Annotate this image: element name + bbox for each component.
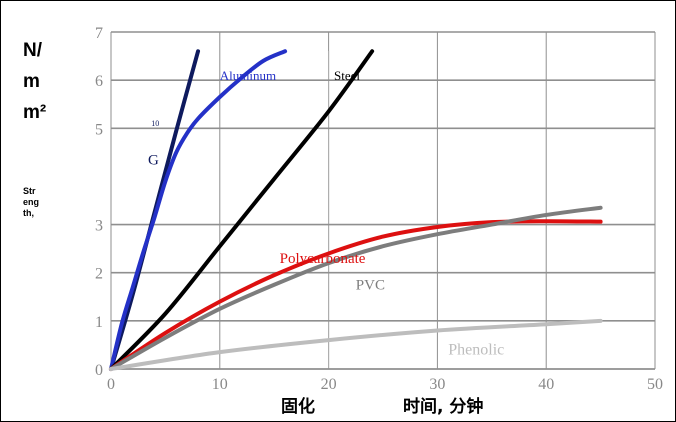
series-annotation: G [148,152,159,168]
x-tick-label: 20 [321,376,337,393]
y-label-line: Str [23,186,36,196]
y-tick-label: 5 [95,121,103,138]
series-annotation: Aluminum [220,68,276,83]
x-tick-label: 30 [429,376,445,393]
x-tick-label: 50 [647,376,663,393]
series-annotation: Phenolic [448,342,504,359]
y-tick-label: 3 [95,218,103,235]
y-unit-line: N/ [23,40,42,61]
x-tick-label: 40 [538,376,554,393]
series-annotation: Steel [334,68,360,83]
series-annotation: 10 [151,119,159,128]
series-line [109,219,603,371]
x-tick-label: 0 [107,376,115,393]
y-tick-label: 1 [95,314,103,331]
x-axis-label-part: 时间, 分钟 [403,397,484,417]
series-line [109,49,288,371]
series-annotation: Polycarbonate [280,251,366,267]
series-annotation: PVC [356,278,385,294]
y-unit-line: m [23,71,40,92]
y-tick-label: 0 [95,362,103,379]
series-line [109,318,603,371]
series-line [109,49,375,371]
y-label-line: th, [23,208,34,218]
y-tick-label: 6 [95,73,103,90]
y-unit-line: m² [23,102,47,123]
y-label-line: eng [23,197,40,207]
y-tick-label: 2 [95,266,103,283]
series-line [109,205,603,371]
x-axis-label-part: 固化 [281,397,315,417]
y-tick-label: 7 [95,25,103,42]
x-tick-label: 10 [212,376,228,393]
